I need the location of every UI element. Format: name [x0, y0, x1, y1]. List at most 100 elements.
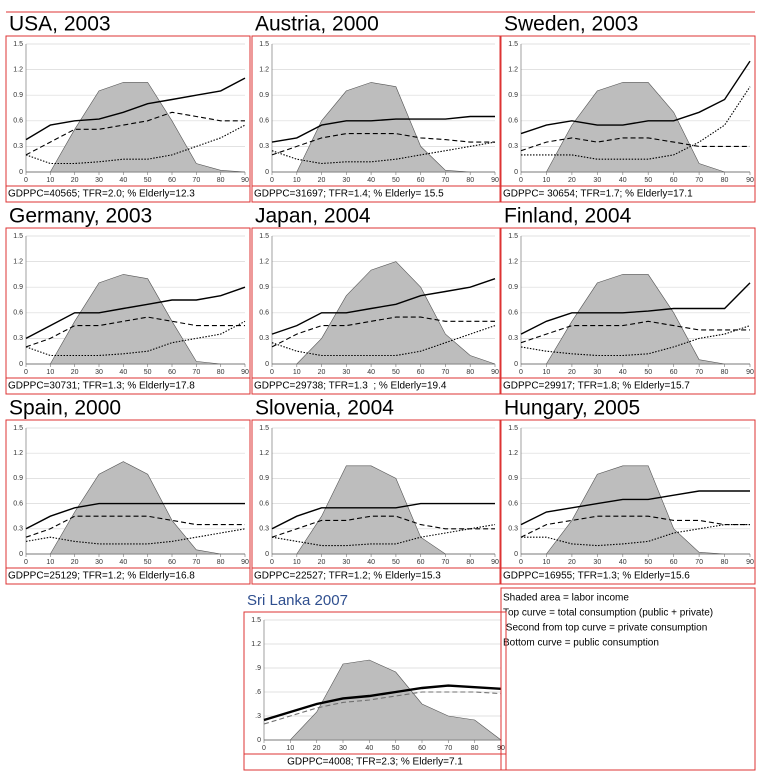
x-tick-label: 50 [392, 369, 400, 376]
footer-box [251, 185, 501, 203]
labor-income-area [272, 82, 495, 173]
x-tick-label: 10 [46, 177, 54, 184]
consumption-line [520, 137, 750, 152]
x-tick-label: 30 [593, 177, 601, 184]
x-tick-label: 50 [392, 177, 400, 184]
x-tick-label: 60 [168, 369, 176, 376]
consumption-line [271, 316, 495, 348]
panel: Hungary, 2005 0 0.3 0.6 0.9 1.2 1.5 0 10 20 30 40 50… [500, 397, 756, 585]
x-tick-label: 40 [119, 559, 127, 566]
x-tick-label: 90 [491, 559, 499, 566]
x-tick-label: 20 [568, 559, 576, 566]
y-tick-label: 0.9 [259, 284, 269, 291]
x-tick-label: 90 [746, 559, 754, 566]
y-tick-label: .9 [255, 665, 261, 672]
x-tick-label: 0 [519, 369, 523, 376]
x-tick-label: 20 [71, 369, 79, 376]
x-tick-label: 20 [318, 369, 326, 376]
x-tick-label: 20 [318, 177, 326, 184]
x-tick-label: 90 [491, 369, 499, 376]
x-tick-label: 70 [442, 559, 450, 566]
consumption-line [520, 282, 751, 335]
chart-title: Hungary, 2005 [504, 397, 640, 420]
x-tick-label: 30 [95, 177, 103, 184]
y-tick-label: 0.3 [259, 335, 269, 342]
y-tick-label: 0 [257, 737, 261, 744]
footer-text: GDPPC=16955; TFR=1.3; % Elderly=15.6 [503, 571, 690, 582]
footer-text: GDPPC= 30654; TFR=1.7; % Elderly=17.1 [503, 189, 693, 200]
y-tick-label: 0.6 [508, 500, 518, 507]
x-tick-label: 60 [670, 559, 678, 566]
x-tick-label: 20 [71, 559, 79, 566]
x-tick-label: 30 [95, 559, 103, 566]
x-tick-label: 10 [46, 559, 54, 566]
x-tick-label: 80 [217, 559, 225, 566]
y-tick-label: 0.3 [508, 335, 518, 342]
y-tick-label: 1.2 [13, 450, 23, 457]
x-tick-label: 10 [293, 559, 301, 566]
panel: USA, 2003 0 0.3 0.6 0.9 1.2 1.5 0 10 20 30 40 50 60 70… [5, 13, 251, 203]
x-tick-label: 70 [444, 745, 452, 752]
footer-text: GDPPC=25129; TFR=1.2; % Elderly=16.8 [8, 571, 195, 582]
y-tick-label: 1.2 [259, 258, 269, 265]
x-tick-label: 20 [318, 559, 326, 566]
x-tick-label: 50 [144, 177, 152, 184]
y-tick-label: 0 [19, 551, 23, 558]
consumption-line [25, 286, 246, 340]
chart-title: Japan, 2004 [255, 205, 371, 228]
x-tick-label: 60 [417, 369, 425, 376]
note-line: Second from top curve = private consumpt… [503, 623, 707, 634]
y-tick-label: 0 [265, 361, 269, 368]
note-line: Bottom curve = public consumption [503, 638, 659, 649]
x-tick-label: 50 [144, 369, 152, 376]
panel: Sri Lanka 2007 0 .3 .6 .9 1.2 1.5 0 10 20 30 40 50 60… [243, 592, 507, 771]
chart-title: Finland, 2004 [504, 205, 632, 228]
y-tick-label: 0.3 [13, 143, 23, 150]
x-tick-label: 90 [241, 177, 249, 184]
x-tick-label: 30 [95, 369, 103, 376]
x-tick-label: 40 [367, 369, 375, 376]
x-tick-label: 80 [466, 177, 474, 184]
footer-box [500, 567, 756, 585]
labor-income-area [521, 465, 750, 555]
consumption-line [25, 528, 246, 545]
y-tick-label: 1.2 [13, 258, 23, 265]
y-tick-label: 0.3 [508, 526, 518, 533]
y-tick-label: 0 [265, 551, 269, 558]
x-tick-label: 30 [593, 369, 601, 376]
y-tick-label: 0.6 [508, 310, 518, 317]
x-tick-label: 30 [339, 745, 347, 752]
y-tick-label: 1.2 [508, 258, 518, 265]
y-tick-label: 1.5 [13, 233, 23, 240]
x-tick-label: 90 [491, 177, 499, 184]
y-tick-label: 0 [514, 551, 518, 558]
x-tick-label: 90 [241, 369, 249, 376]
x-tick-label: 0 [24, 369, 28, 376]
consumption-line [25, 111, 245, 156]
y-tick-label: 0.6 [259, 310, 269, 317]
y-tick-label: 1.2 [508, 66, 518, 73]
x-tick-label: 70 [442, 369, 450, 376]
footer-box [251, 377, 501, 395]
panel: Austria, 2000 0 0.3 0.6 0.9 1.2 1.5 0 10 20 30 40 50… [251, 13, 501, 203]
y-tick-label: 1.2 [259, 66, 269, 73]
consumption-line [520, 490, 750, 526]
y-tick-label: 1.2 [508, 450, 518, 457]
y-tick-label: 0.3 [259, 526, 269, 533]
y-tick-label: 0.3 [13, 526, 23, 533]
consumption-line [25, 502, 245, 530]
footer-box [5, 377, 251, 395]
y-tick-label: 1.5 [508, 425, 518, 432]
x-tick-label: 90 [241, 559, 249, 566]
x-tick-label: 50 [144, 559, 152, 566]
x-tick-label: 70 [192, 369, 200, 376]
panel: Sweden, 2003 0 0.3 0.6 0.9 1.2 1.5 0 10 20 30 40 50 6… [500, 13, 756, 203]
x-tick-label: 40 [365, 745, 373, 752]
y-tick-label: 0.3 [259, 143, 269, 150]
x-tick-label: 50 [392, 559, 400, 566]
x-tick-label: 80 [466, 559, 474, 566]
x-tick-label: 50 [392, 745, 400, 752]
labor-income-area [521, 274, 750, 365]
consumption-line [271, 502, 495, 530]
